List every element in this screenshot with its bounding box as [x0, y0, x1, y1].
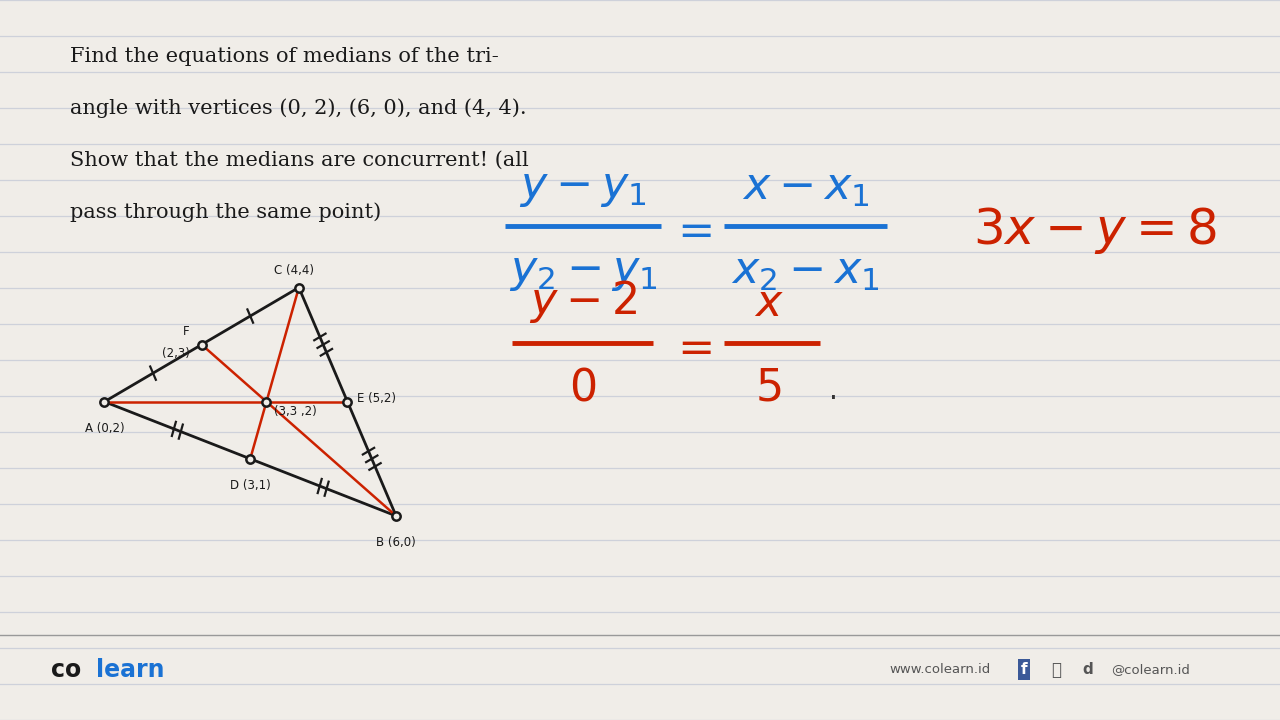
- Text: $y - y_1$: $y - y_1$: [520, 166, 646, 209]
- Text: F: F: [183, 325, 189, 338]
- Text: $y_2 - y_1$: $y_2 - y_1$: [508, 250, 657, 293]
- Text: B (6,0): B (6,0): [376, 536, 416, 549]
- Text: $.$: $.$: [828, 377, 836, 405]
- Text: $y - 2$: $y - 2$: [529, 279, 637, 325]
- Text: E (5,2): E (5,2): [357, 392, 397, 405]
- Text: Ⓞ: Ⓞ: [1051, 661, 1061, 678]
- Text: $3x - y = 8$: $3x - y = 8$: [973, 205, 1217, 256]
- Text: $x - x_1$: $x - x_1$: [742, 166, 869, 209]
- Text: Find the equations of medians of the tri-: Find the equations of medians of the tri…: [70, 47, 499, 66]
- Text: co: co: [51, 657, 82, 682]
- Text: d: d: [1083, 662, 1093, 677]
- Text: (3,3 ,2): (3,3 ,2): [274, 405, 316, 418]
- Text: $0$: $0$: [570, 366, 596, 410]
- Text: @colearn.id: @colearn.id: [1111, 663, 1190, 676]
- Text: f: f: [1020, 662, 1028, 677]
- Text: D (3,1): D (3,1): [230, 479, 270, 492]
- Text: $=$: $=$: [669, 325, 712, 369]
- Text: www.colearn.id: www.colearn.id: [890, 663, 991, 676]
- Text: pass through the same point): pass through the same point): [70, 202, 381, 222]
- Text: $x$: $x$: [754, 282, 783, 325]
- Text: $x_2 - x_1$: $x_2 - x_1$: [731, 250, 879, 293]
- Text: (2,3): (2,3): [161, 348, 189, 361]
- Text: $5$: $5$: [755, 366, 782, 410]
- Text: learn: learn: [96, 657, 165, 682]
- Text: A (0,2): A (0,2): [84, 422, 124, 435]
- Text: C (4,4): C (4,4): [274, 264, 314, 277]
- Text: Show that the medians are concurrent! (all: Show that the medians are concurrent! (a…: [70, 150, 529, 169]
- Text: $=$: $=$: [669, 209, 712, 252]
- Text: angle with vertices (0, 2), (6, 0), and (4, 4).: angle with vertices (0, 2), (6, 0), and …: [70, 99, 527, 118]
